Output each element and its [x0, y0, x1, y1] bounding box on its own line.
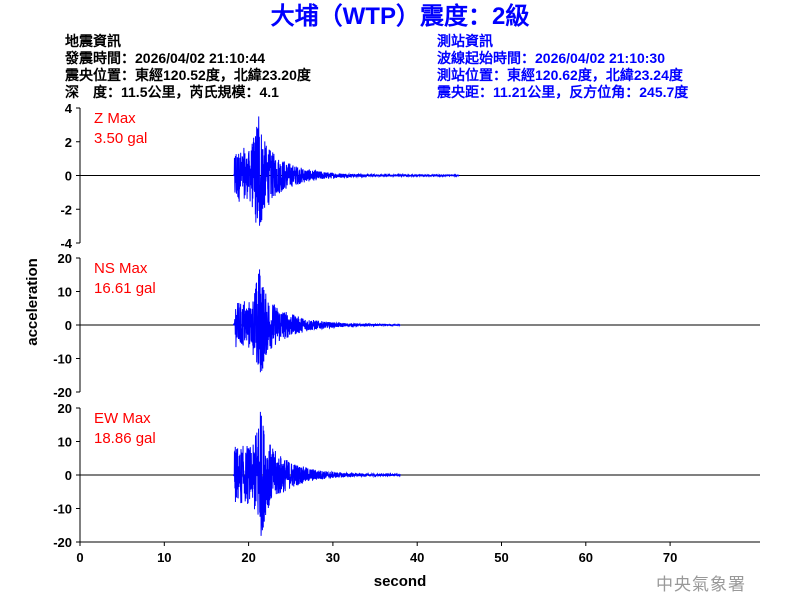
waveform-NS	[232, 269, 401, 373]
chart-title: 大埔（WTP）震度：2級	[270, 3, 530, 30]
max-label-NS: NS Max	[94, 260, 148, 277]
max-value-EW: 18.86 gal	[94, 430, 156, 447]
y-tick-label: -10	[53, 352, 72, 367]
waveform-EW	[232, 411, 401, 536]
y-tick-label: 10	[58, 435, 72, 450]
x-tick-label: 10	[157, 550, 171, 565]
x-tick-label: 50	[494, 550, 508, 565]
x-tick-label: 0	[76, 550, 83, 565]
y-tick-label: 4	[65, 101, 73, 116]
depth-magnitude: 深 度：11.5公里，芮氏規模：4.1	[65, 84, 279, 100]
station-location: 測站位置：東經120.62度，北緯23.24度	[437, 67, 683, 83]
y-tick-label: 0	[65, 169, 72, 184]
y-tick-label: 20	[58, 401, 72, 416]
max-label-Z: Z Max	[94, 110, 136, 127]
y-tick-label: 0	[65, 318, 72, 333]
y-tick-label: 20	[58, 251, 72, 266]
x-tick-label: 30	[326, 550, 340, 565]
y-tick-label: 10	[58, 285, 72, 300]
x-tick-label: 60	[579, 550, 593, 565]
x-tick-label: 40	[410, 550, 424, 565]
origin-time: 發震時間：2026/04/02 21:10:44	[65, 50, 265, 66]
y-tick-label: -2	[60, 202, 72, 217]
waveform-start: 波線起始時間：2026/04/02 21:10:30	[437, 50, 665, 66]
epicenter: 震央位置：東經120.52度，北緯23.20度	[65, 67, 311, 83]
y-axis-label: acceleration	[24, 258, 41, 346]
max-value-Z: 3.50 gal	[94, 130, 147, 147]
quake-info: 地震資訊 發震時間：2026/04/02 21:10:44 震央位置：東經120…	[65, 33, 311, 101]
station-info: 測站資訊 波線起始時間：2026/04/02 21:10:30 測站位置：東經1…	[437, 33, 688, 101]
y-tick-label: -20	[53, 385, 72, 400]
y-tick-label: 2	[65, 135, 72, 150]
waveform-Z	[232, 116, 460, 226]
quake-info-heading: 地震資訊	[65, 33, 121, 49]
x-tick-label: 20	[241, 550, 255, 565]
x-tick-label: 70	[663, 550, 677, 565]
y-tick-label: -20	[53, 535, 72, 550]
y-tick-label: -10	[53, 502, 72, 517]
x-axis-label: second	[374, 573, 427, 590]
max-value-NS: 16.61 gal	[94, 280, 156, 297]
max-label-EW: EW Max	[94, 410, 151, 427]
y-tick-label: 0	[65, 468, 72, 483]
station-info-heading: 測站資訊	[437, 33, 493, 49]
y-tick-label: -4	[60, 236, 72, 251]
distance-azimuth: 震央距：11.21公里，反方位角：245.7度	[437, 84, 689, 100]
cwa-logo-text: 中央氣象署	[656, 575, 746, 595]
